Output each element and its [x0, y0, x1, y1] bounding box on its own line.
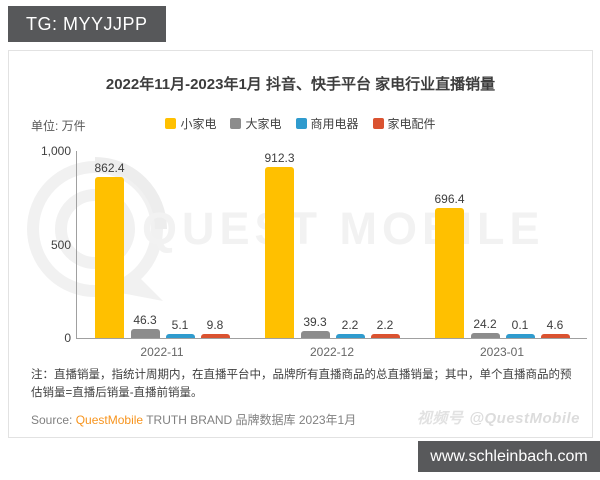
bar-value-label: 862.4 — [94, 160, 125, 175]
bar-group-2022-12: 912.3 39.3 2.2 2.2 2022-12 — [247, 151, 417, 359]
bar-cell-3-2022-11: 9.8 — [200, 318, 230, 338]
legend-item-2: 商用电器 — [295, 115, 359, 132]
bar-家电配件-2022-11 — [200, 334, 230, 338]
bar-value-label: 696.4 — [434, 191, 465, 206]
bars-row-2022-11: 862.4 46.3 5.1 9.8 — [94, 160, 230, 338]
source-rest: TRUTH BRAND 品牌数据库 2023年1月 — [143, 413, 357, 427]
bar-家电配件-2023-01 — [540, 334, 570, 338]
bar-value-label: 4.6 — [546, 318, 564, 332]
legend-swatch-2 — [295, 118, 307, 129]
bars-row-2023-01: 696.4 24.2 0.1 4.6 — [434, 191, 570, 338]
tg-label-box: TG: MYYJJPP — [8, 6, 166, 42]
legend-label-0: 小家电 — [180, 117, 217, 131]
bar-group-2023-01: 696.4 24.2 0.1 4.6 2023-01 — [417, 151, 587, 359]
bar-大家电-2023-01 — [470, 333, 500, 338]
legend-item-3: 家电配件 — [372, 115, 436, 132]
bar-cell-2-2022-12: 2.2 — [335, 318, 365, 338]
bar-value-label: 2.2 — [376, 318, 394, 332]
chart-legend: 小家电 大家电 商用电器 家电配件 — [9, 115, 592, 132]
logo-tail — [121, 275, 163, 301]
bar-value-label: 5.1 — [171, 318, 189, 332]
bar-cell-1-2022-12: 39.3 — [300, 314, 330, 338]
bar-cell-1-2023-01: 24.2 — [470, 317, 500, 338]
y-tick-0: 0 — [64, 331, 71, 345]
bar-小家电-2022-12 — [265, 167, 294, 338]
x-label-2022-11: 2022-11 — [140, 345, 184, 359]
bar-cell-1-2022-11: 46.3 — [130, 313, 160, 338]
x-label-2023-01: 2023-01 — [479, 345, 525, 359]
source-line: Source: QuestMobile TRUTH BRAND 品牌数据库 20… — [31, 411, 356, 428]
account-watermark: 视频号 @QuestMobile — [417, 407, 580, 428]
bar-cell-2-2022-11: 5.1 — [165, 318, 195, 338]
bar-cell-3-2023-01: 4.6 — [540, 318, 570, 338]
tg-label: TG: MYYJJPP — [26, 13, 148, 34]
bar-小家电-2022-11 — [95, 176, 124, 338]
site-label: www.schleinbach.com — [430, 447, 588, 465]
legend-label-3: 家电配件 — [387, 117, 436, 131]
bar-cell-0-2022-11: 862.4 — [94, 160, 125, 338]
y-tick-2: 1,000 — [40, 144, 71, 158]
bar-value-label: 0.1 — [511, 318, 529, 332]
bar-value-label: 912.3 — [264, 151, 295, 166]
footnote: 注：直播销量，指统计周期内，在直播平台中，品牌所有直播商品的总直播销量；其中，单… — [31, 369, 572, 399]
bar-cell-3-2022-12: 2.2 — [370, 318, 400, 338]
legend-swatch-1 — [230, 118, 242, 129]
bar-cell-2-2023-01: 0.1 — [505, 318, 535, 338]
bar-value-label: 2.2 — [341, 318, 359, 332]
source-prefix: Source: — [31, 413, 76, 427]
bar-商用电器-2023-01 — [505, 334, 535, 338]
plot-area: 0 500 1,000 862.4 46.3 5.1 9.8 2022-11 912.3 39.3… — [41, 144, 587, 359]
legend-label-2: 商用电器 — [310, 117, 359, 131]
bar-小家电-2023-01 — [435, 207, 464, 338]
bar-value-label: 9.8 — [206, 318, 224, 332]
legend-swatch-0 — [165, 118, 177, 129]
chart-title: 2022年11月-2023年1月 抖音、快手平台 家电行业直播销量 — [105, 76, 496, 93]
chart-card: QUEST MOBILE 2022年11月-2023年1月 抖音、快手平台 家电… — [8, 50, 593, 438]
questmobile-text-watermark: QUEST MOBILE — [142, 203, 545, 254]
site-label-box: www.schleinbach.com — [418, 441, 600, 472]
bar-cell-0-2022-12: 912.3 — [264, 151, 295, 338]
legend-item-1: 大家电 — [230, 115, 282, 132]
bar-cell-0-2023-01: 696.4 — [434, 191, 465, 338]
bar-商用电器-2022-11 — [165, 334, 195, 338]
x-label-2022-12: 2022-12 — [309, 345, 355, 359]
bar-大家电-2022-12 — [300, 330, 330, 338]
account-handle: @QuestMobile — [469, 410, 580, 427]
unit-label: 单位: 万件 — [31, 119, 86, 133]
y-tick-1: 500 — [50, 237, 71, 252]
bars-row-2022-12: 912.3 39.3 2.2 2.2 — [264, 151, 400, 338]
legend-item-0: 小家电 — [165, 115, 216, 132]
legend-swatch-3 — [372, 118, 384, 129]
bar-大家电-2022-11 — [130, 329, 160, 338]
bar-商用电器-2022-12 — [335, 334, 365, 338]
bar-group-2022-11: 862.4 46.3 5.1 9.8 2022-11 — [77, 151, 247, 359]
bar-value-label: 39.3 — [303, 314, 327, 329]
source-brand: QuestMobile — [75, 413, 144, 427]
bar-value-label: 46.3 — [133, 313, 157, 328]
legend-label-1: 大家电 — [245, 117, 282, 131]
bar-家电配件-2022-12 — [370, 334, 400, 338]
bar-value-label: 24.2 — [473, 317, 497, 332]
video-account-badge: 视频号 — [416, 410, 464, 427]
